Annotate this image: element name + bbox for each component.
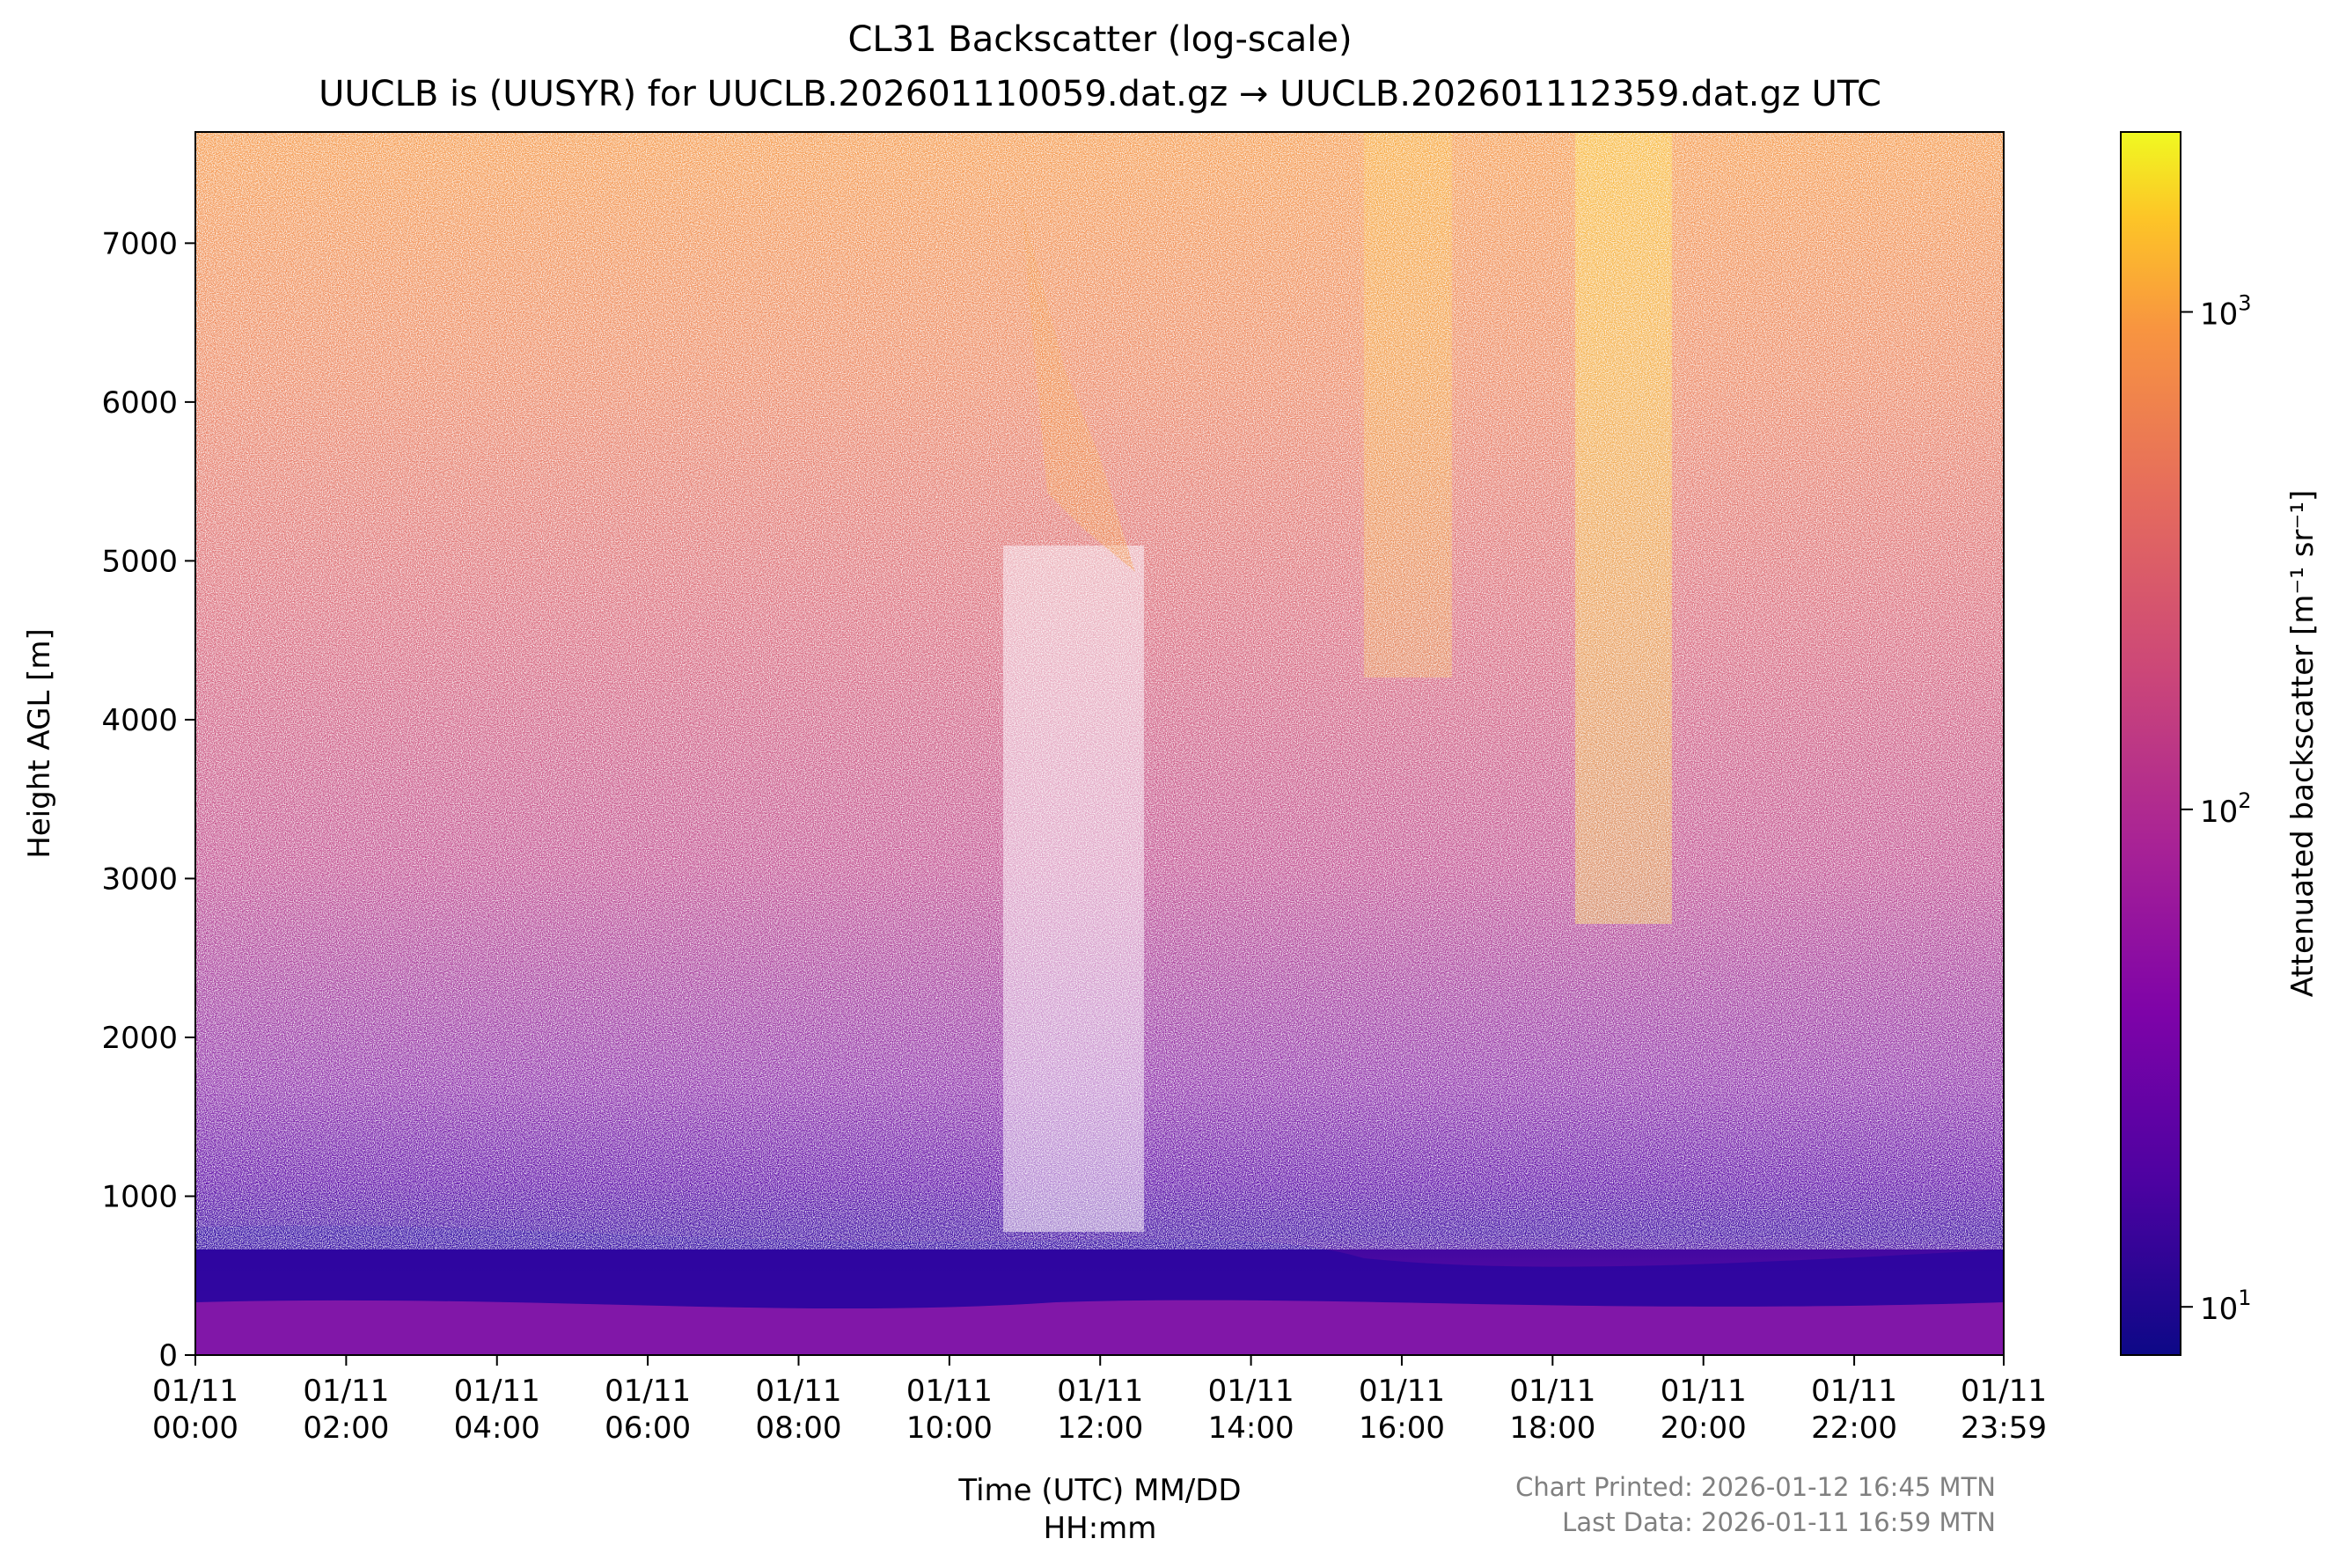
colorbar-tick-base: 10 <box>2200 795 2238 830</box>
x-tick-time: 12:00 <box>1057 1410 1143 1446</box>
x-tick-time: 00:00 <box>152 1410 238 1446</box>
x-tick-time: 23:59 <box>1961 1410 2047 1446</box>
y-tick-label: 6000 <box>101 385 178 421</box>
plot-area <box>194 131 2005 1356</box>
x-tick-time: 16:00 <box>1359 1410 1445 1446</box>
x-axis-label-line2: HH:mm <box>1044 1511 1157 1546</box>
y-tick-label: 4000 <box>101 703 178 738</box>
x-tick-date: 01/11 <box>1359 1374 1445 1409</box>
x-tick-time: 20:00 <box>1661 1410 1747 1446</box>
x-tick-time: 14:00 <box>1208 1410 1294 1446</box>
x-tick-date: 01/11 <box>1661 1374 1747 1409</box>
last-data-note: Last Data: 2026-01-11 16:59 MTN <box>1562 1507 1996 1537</box>
x-tick-date: 01/11 <box>1208 1374 1294 1409</box>
y-tick-label: 1000 <box>101 1179 178 1214</box>
colorbar-tick-exp: 2 <box>2238 788 2251 813</box>
y-axis: 0 1000 2000 3000 4000 5000 6000 7000 <box>101 226 195 1374</box>
colorbar-tick-exp: 3 <box>2238 291 2251 316</box>
chart-subtitle: UUCLB is (UUSYR) for UUCLB.202601110059.… <box>319 74 1881 114</box>
y-tick-label: 2000 <box>101 1021 178 1056</box>
x-tick-time: 06:00 <box>605 1410 691 1446</box>
colorbar-frame <box>2120 131 2181 1356</box>
x-tick-time: 02:00 <box>303 1410 389 1446</box>
y-tick-label: 0 <box>158 1338 178 1374</box>
x-tick-date: 01/11 <box>152 1374 238 1409</box>
y-axis-label: Height AGL [m] <box>22 628 57 859</box>
y-tick-label: 5000 <box>101 544 178 579</box>
x-tick-time: 10:00 <box>906 1410 993 1446</box>
x-tick-time: 18:00 <box>1509 1410 1595 1446</box>
x-tick-date: 01/11 <box>1057 1374 1143 1409</box>
x-tick-date: 01/11 <box>1811 1374 1897 1409</box>
colorbar-tick-label: 101 <box>2200 1286 2252 1327</box>
chart-printed-note: Chart Printed: 2026-01-12 16:45 MTN <box>1515 1472 1996 1502</box>
noise-speckle <box>195 132 2004 1249</box>
x-axis: 01/1100:0001/1102:0001/1104:0001/1106:00… <box>152 1355 2047 1446</box>
colorbar-tick-exp: 1 <box>2238 1286 2251 1310</box>
x-tick-date: 01/11 <box>605 1374 691 1409</box>
surface-layer-band <box>195 1300 2004 1355</box>
colorbar-tick-label: 102 <box>2200 788 2252 830</box>
x-tick-date: 01/11 <box>1509 1374 1595 1409</box>
y-tick-label: 3000 <box>101 861 178 897</box>
x-axis-label-line1: Time (UTC) MM/DD <box>957 1473 1241 1508</box>
x-tick-date: 01/11 <box>1961 1374 2047 1409</box>
colorbar-tick-label: 103 <box>2200 291 2252 333</box>
x-tick-time: 08:00 <box>755 1410 841 1446</box>
x-tick-time: 04:00 <box>454 1410 540 1446</box>
colorbar-gradient <box>2121 132 2181 1355</box>
colorbar-tick-base: 10 <box>2200 297 2238 333</box>
colorbar-label: Attenuated backscatter [m⁻¹ sr⁻¹] <box>2285 490 2321 998</box>
y-tick-label: 7000 <box>101 226 178 261</box>
x-tick-date: 01/11 <box>303 1374 389 1409</box>
x-tick-date: 01/11 <box>906 1374 993 1409</box>
chart-title: CL31 Backscatter (log-scale) <box>847 19 1352 60</box>
colorbar-tick-base: 10 <box>2200 1292 2238 1327</box>
x-tick-date: 01/11 <box>454 1374 540 1409</box>
x-tick-time: 22:00 <box>1811 1410 1897 1446</box>
x-tick-date: 01/11 <box>755 1374 841 1409</box>
